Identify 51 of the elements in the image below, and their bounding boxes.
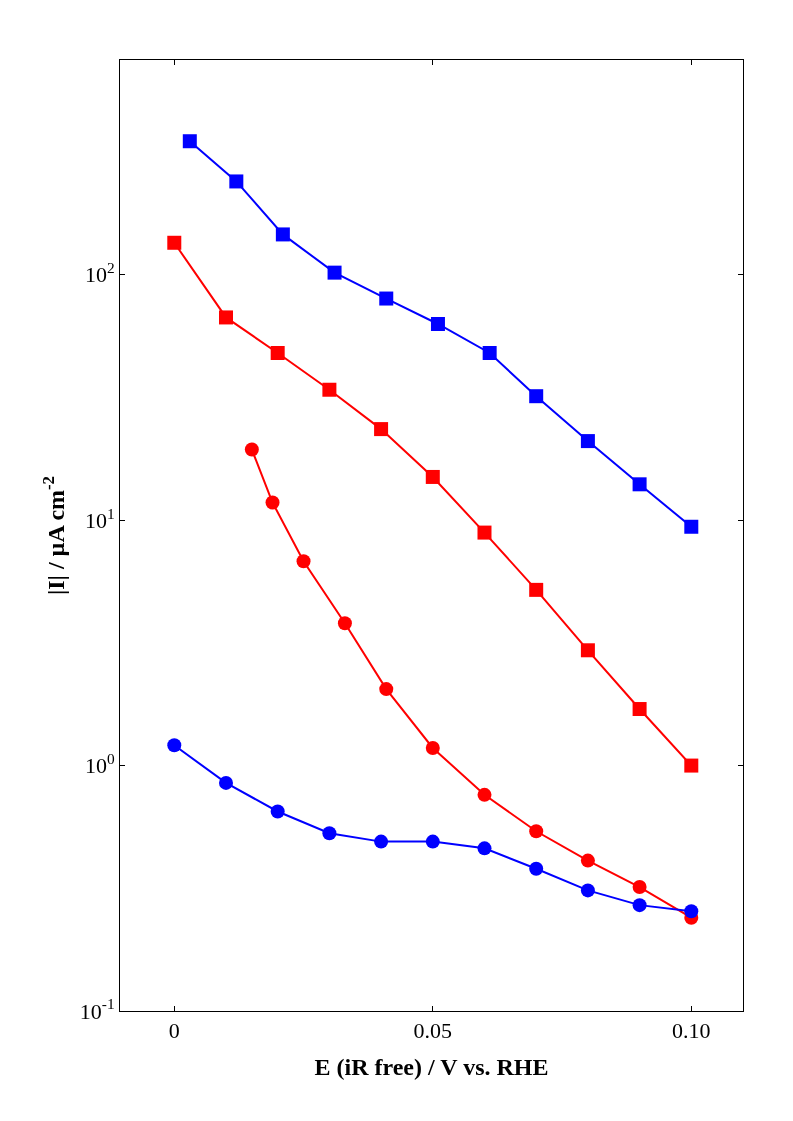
point	[580, 643, 595, 658]
point	[632, 880, 647, 895]
point	[529, 389, 544, 404]
point	[218, 310, 233, 325]
point	[275, 227, 290, 242]
point	[379, 291, 394, 306]
point	[684, 519, 699, 534]
point	[265, 495, 280, 510]
point	[632, 702, 647, 717]
point	[632, 898, 647, 913]
y-tick-label: 10$^{-1}$	[79, 995, 115, 1024]
point	[167, 235, 182, 250]
point	[529, 824, 544, 839]
point	[580, 853, 595, 868]
point	[482, 345, 497, 360]
point	[244, 442, 259, 457]
point	[229, 174, 244, 189]
point	[529, 861, 544, 876]
point	[430, 317, 445, 331]
point	[270, 345, 285, 360]
x-tick-label: 0.05	[413, 1018, 453, 1044]
point	[580, 883, 595, 898]
point	[296, 554, 311, 569]
point	[425, 469, 440, 484]
point	[425, 834, 440, 849]
point	[322, 826, 337, 841]
y-tick-label: 10$^{1}$	[84, 504, 115, 533]
point	[337, 616, 352, 631]
x-tick-label: 0	[168, 1018, 180, 1044]
point	[684, 904, 699, 919]
point	[374, 834, 389, 849]
point	[477, 787, 492, 802]
point	[477, 841, 492, 856]
point	[425, 740, 440, 755]
point	[182, 134, 197, 149]
y-tick-label: 10$^{2}$	[84, 259, 115, 288]
point	[477, 525, 492, 540]
point	[379, 682, 394, 697]
x-tick-label: 0.10	[672, 1018, 711, 1044]
point	[167, 738, 182, 753]
point	[270, 804, 285, 819]
point	[327, 265, 342, 280]
point	[322, 382, 337, 397]
point	[219, 775, 233, 790]
x-axis-title: E (iR free) / V vs. RHE	[314, 1053, 549, 1080]
point	[529, 582, 544, 597]
point	[684, 758, 699, 773]
y-tick-label: 10$^{0}$	[84, 750, 115, 779]
point	[580, 434, 595, 449]
point	[374, 422, 389, 437]
point	[632, 477, 647, 492]
